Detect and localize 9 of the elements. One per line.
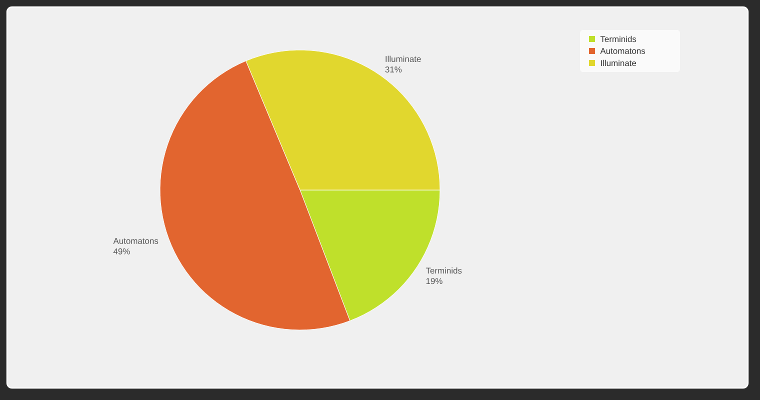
data-label: 31% [385, 66, 402, 72]
legend-label: Illuminate [600, 60, 636, 66]
legend-label: Terminids [600, 36, 636, 42]
slice-label: Automatons [113, 238, 158, 244]
data-label: 19% [426, 278, 442, 284]
slice-label: Illuminate [386, 56, 421, 62]
data-label: 49% [113, 248, 130, 254]
slice-label: Terminids [426, 267, 462, 274]
legend-label: Automatons [600, 48, 646, 54]
